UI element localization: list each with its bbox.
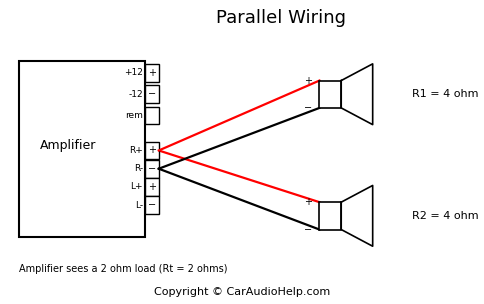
Text: −: − xyxy=(148,89,156,99)
Text: −: − xyxy=(304,225,312,234)
Text: R+: R+ xyxy=(129,146,143,155)
Text: R-: R- xyxy=(134,164,143,173)
Text: L+: L+ xyxy=(130,182,143,192)
Text: −: − xyxy=(148,164,156,174)
Text: +: + xyxy=(148,182,156,192)
Bar xyxy=(319,81,341,108)
Bar xyxy=(145,196,159,214)
Text: Parallel Wiring: Parallel Wiring xyxy=(216,9,346,27)
Bar xyxy=(19,61,145,237)
Bar xyxy=(145,160,159,178)
Text: R1 = 4 ohm: R1 = 4 ohm xyxy=(412,89,479,99)
Text: Copyright © CarAudioHelp.com: Copyright © CarAudioHelp.com xyxy=(154,287,330,297)
Bar xyxy=(145,178,159,196)
Bar xyxy=(319,202,341,230)
Text: R2 = 4 ohm: R2 = 4 ohm xyxy=(412,211,479,221)
Bar xyxy=(145,85,159,103)
Text: +: + xyxy=(304,76,312,85)
Text: L-: L- xyxy=(135,201,143,210)
Text: +12: +12 xyxy=(124,68,143,78)
Bar xyxy=(145,142,159,159)
Text: rem: rem xyxy=(125,111,143,120)
Bar xyxy=(145,107,159,124)
Text: −: − xyxy=(148,200,156,210)
Text: +: + xyxy=(304,197,312,207)
Text: +: + xyxy=(148,146,156,155)
Text: −: − xyxy=(304,103,312,113)
Text: +: + xyxy=(148,68,156,78)
Text: -12: -12 xyxy=(128,90,143,99)
Text: Amplifier: Amplifier xyxy=(40,140,96,152)
Text: Amplifier sees a 2 ohm load (Rt = 2 ohms): Amplifier sees a 2 ohm load (Rt = 2 ohms… xyxy=(19,264,228,274)
Bar xyxy=(145,64,159,82)
